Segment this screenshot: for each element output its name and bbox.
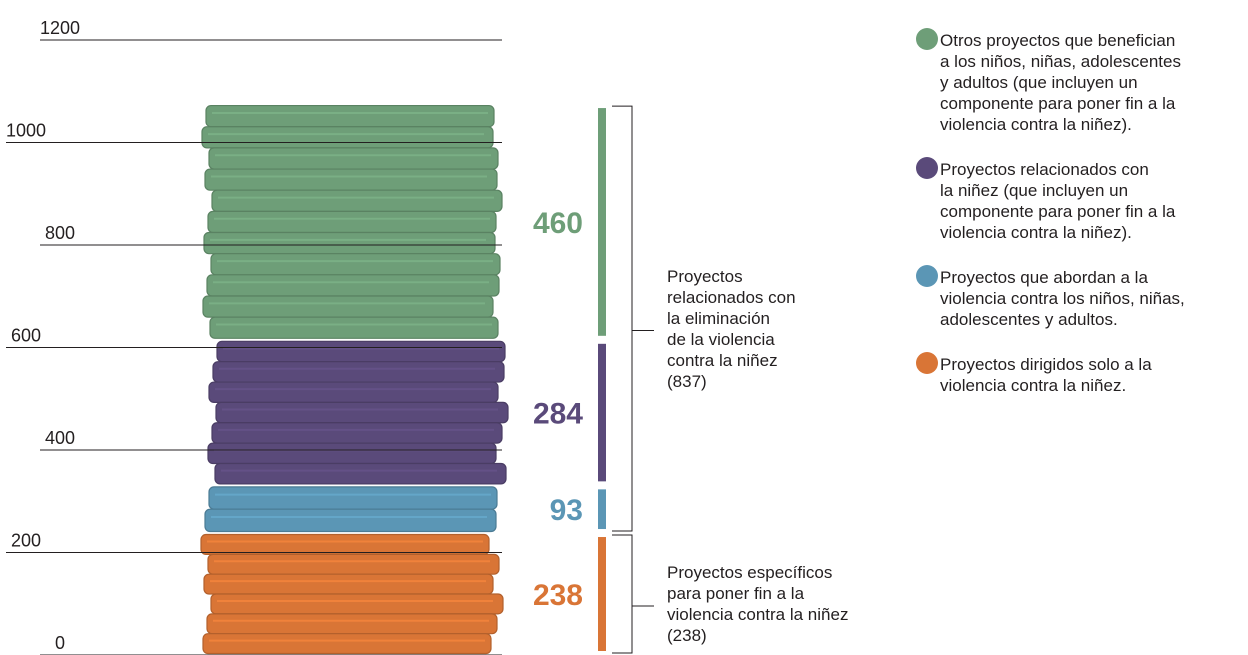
bracket-label: Proyectos relacionados con la eliminació…	[667, 267, 796, 391]
coin	[208, 381, 499, 404]
coin	[208, 486, 498, 510]
y-tick-label: 1000	[6, 121, 46, 141]
legend-text: Proyectos que abordan a la violencia con…	[940, 268, 1185, 329]
data-labels: 238 93 284 460	[533, 207, 583, 612]
coin	[211, 189, 503, 212]
coin	[204, 508, 497, 533]
segment-marker	[598, 108, 606, 336]
legend-item: Proyectos que abordan a la violencia con…	[916, 265, 1246, 330]
segment-markers	[598, 108, 606, 651]
coin	[210, 593, 504, 615]
gridlines	[6, 39, 502, 655]
brackets	[612, 105, 654, 654]
y-tick-label: 800	[45, 223, 75, 243]
coin	[203, 231, 496, 255]
y-axis-ticks: 0 200 400 600 800 1000 1200	[6, 18, 80, 653]
coin	[211, 422, 503, 444]
coin	[207, 210, 497, 234]
legend-dot-icon	[916, 28, 938, 50]
legend-item: Otros proyectos que benefician a los niñ…	[916, 28, 1246, 135]
coin	[215, 401, 509, 424]
segment-marker	[598, 489, 606, 530]
y-tick-label: 400	[45, 428, 75, 448]
coin	[204, 168, 498, 191]
coin	[212, 361, 505, 383]
coin	[206, 613, 498, 635]
y-tick-label: 1200	[40, 18, 80, 38]
coin	[207, 442, 497, 465]
coin	[202, 633, 492, 655]
y-tick-label: 0	[55, 633, 65, 653]
coin	[200, 533, 490, 555]
coin	[208, 147, 499, 170]
data-label: 284	[533, 398, 583, 431]
bracket-label: Proyectos específicos para poner fin a l…	[667, 563, 849, 645]
legend-text: Proyectos dirigidos solo a la violencia …	[940, 355, 1152, 395]
coin-stack	[200, 104, 509, 655]
coin	[209, 316, 499, 339]
legend-text: Proyectos relacionados con la niñez (que…	[940, 160, 1176, 242]
coin	[214, 462, 507, 485]
coin	[216, 340, 506, 363]
data-label: 460	[533, 207, 583, 240]
legend-dot-icon	[916, 265, 938, 287]
data-label: 238	[533, 579, 583, 612]
bracket	[612, 534, 654, 654]
coin	[202, 295, 494, 318]
coin	[210, 253, 501, 276]
legend-text: Otros proyectos que benefician a los niñ…	[940, 31, 1181, 134]
legend-dot-icon	[916, 352, 938, 374]
legend-dot-icon	[916, 157, 938, 179]
y-tick-label: 200	[11, 531, 41, 551]
segment-marker	[598, 343, 606, 482]
coin	[206, 274, 500, 297]
coin	[201, 126, 494, 149]
legend-item: Proyectos relacionados con la niñez (que…	[916, 157, 1246, 243]
legend: Otros proyectos que benefician a los niñ…	[916, 28, 1246, 418]
segment-marker	[598, 537, 606, 651]
bracket	[612, 105, 654, 532]
data-label: 93	[550, 494, 583, 527]
coin	[207, 553, 500, 575]
coin	[203, 573, 494, 595]
y-tick-label: 600	[11, 326, 41, 346]
legend-item: Proyectos dirigidos solo a la violencia …	[916, 352, 1246, 396]
coin	[205, 104, 495, 128]
